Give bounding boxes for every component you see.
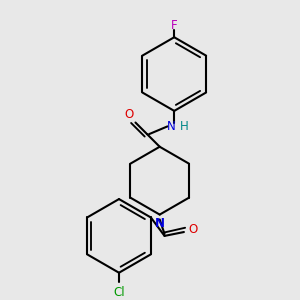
Text: O: O xyxy=(124,108,133,121)
Text: H: H xyxy=(179,120,188,133)
Text: N: N xyxy=(155,217,165,230)
Text: F: F xyxy=(171,19,178,32)
Text: N: N xyxy=(167,120,176,133)
Text: O: O xyxy=(188,223,197,236)
Text: Cl: Cl xyxy=(113,286,125,298)
